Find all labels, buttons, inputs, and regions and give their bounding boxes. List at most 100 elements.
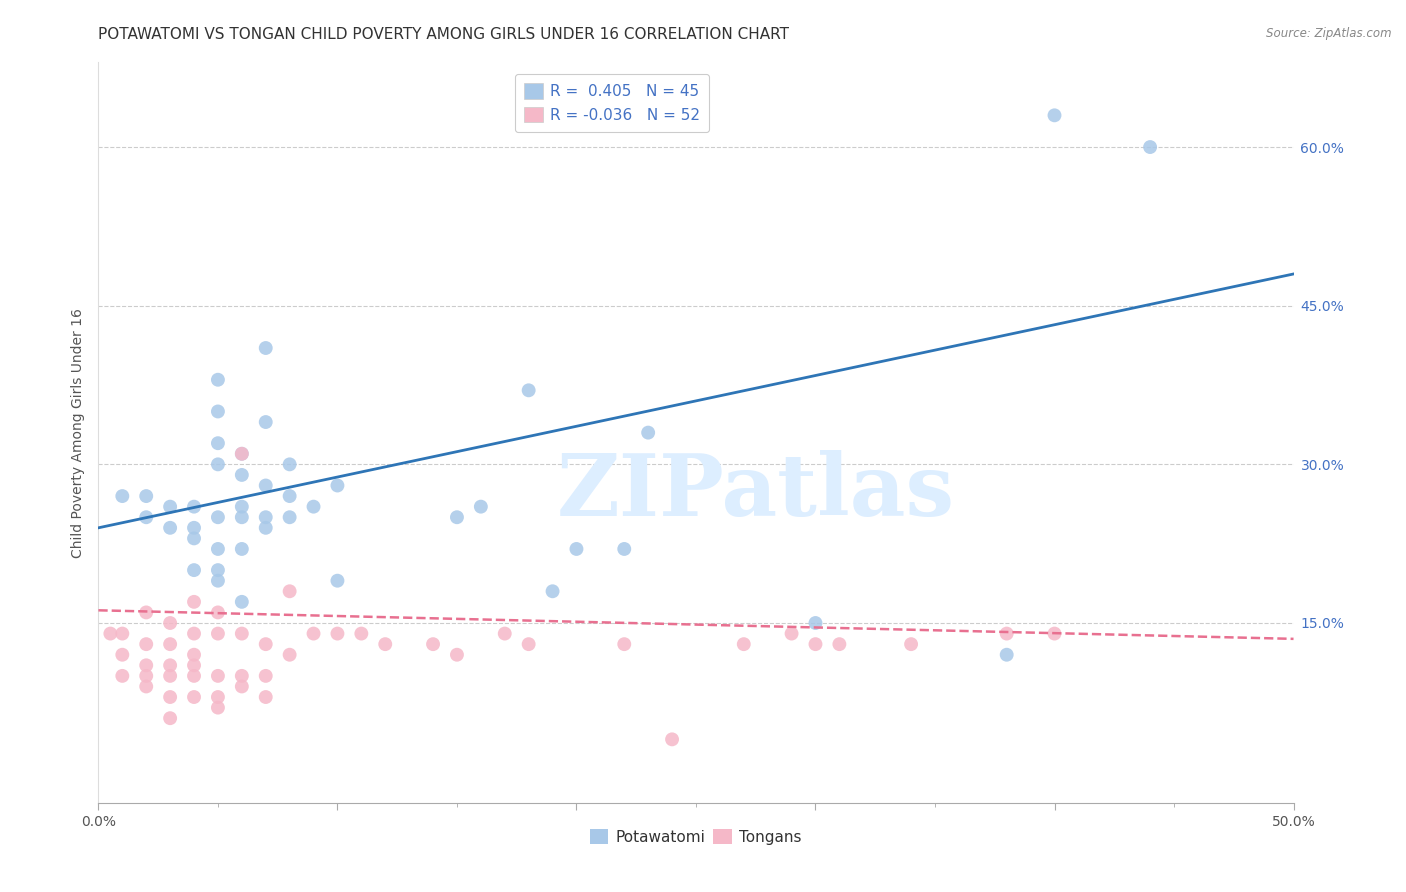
Text: ZIPatlas: ZIPatlas xyxy=(557,450,955,533)
Point xyxy=(470,500,492,514)
Point xyxy=(231,541,253,556)
Point xyxy=(231,447,253,461)
Point xyxy=(207,574,229,588)
Point xyxy=(183,563,205,577)
Point xyxy=(183,648,205,662)
Point xyxy=(254,669,277,683)
Point xyxy=(183,595,205,609)
Point xyxy=(541,584,564,599)
Point xyxy=(183,658,205,673)
Y-axis label: Child Poverty Among Girls Under 16: Child Poverty Among Girls Under 16 xyxy=(72,308,86,558)
Point xyxy=(446,648,468,662)
Point xyxy=(183,669,205,683)
Point xyxy=(278,489,301,503)
Point xyxy=(111,626,134,640)
Point xyxy=(565,541,588,556)
Point xyxy=(207,436,229,450)
Point xyxy=(183,532,205,546)
Point xyxy=(159,500,181,514)
Point xyxy=(135,510,157,524)
Point xyxy=(183,626,205,640)
Point xyxy=(207,541,229,556)
Point xyxy=(207,669,229,683)
Text: Source: ZipAtlas.com: Source: ZipAtlas.com xyxy=(1267,27,1392,40)
Point xyxy=(254,637,277,651)
Point xyxy=(446,510,468,524)
Point xyxy=(1043,626,1066,640)
Point xyxy=(159,658,181,673)
Point xyxy=(159,669,181,683)
Point xyxy=(159,711,181,725)
Point xyxy=(278,510,301,524)
Point xyxy=(350,626,373,640)
Point xyxy=(231,500,253,514)
Point xyxy=(1139,140,1161,154)
Point xyxy=(995,626,1018,640)
Point xyxy=(183,500,205,514)
Point xyxy=(828,637,851,651)
Point xyxy=(231,680,253,694)
Point xyxy=(111,648,134,662)
Point xyxy=(98,626,122,640)
Point xyxy=(517,384,540,398)
Point xyxy=(613,541,636,556)
Point xyxy=(183,690,205,704)
Point xyxy=(231,510,253,524)
Point xyxy=(254,478,277,492)
Point xyxy=(207,373,229,387)
Point xyxy=(326,574,349,588)
Point xyxy=(159,690,181,704)
Point xyxy=(254,690,277,704)
Point xyxy=(111,669,134,683)
Point xyxy=(613,637,636,651)
Point xyxy=(900,637,922,651)
Point xyxy=(159,615,181,630)
Point xyxy=(207,606,229,620)
Point xyxy=(207,510,229,524)
Text: POTAWATOMI VS TONGAN CHILD POVERTY AMONG GIRLS UNDER 16 CORRELATION CHART: POTAWATOMI VS TONGAN CHILD POVERTY AMONG… xyxy=(98,27,789,42)
Point xyxy=(278,648,301,662)
Point xyxy=(661,732,683,747)
Point xyxy=(135,669,157,683)
Point xyxy=(111,489,134,503)
Point xyxy=(278,584,301,599)
Point xyxy=(278,458,301,472)
Point xyxy=(1043,108,1066,122)
Point xyxy=(135,680,157,694)
Point xyxy=(135,658,157,673)
Point xyxy=(254,521,277,535)
Point xyxy=(374,637,396,651)
Point xyxy=(183,521,205,535)
Point xyxy=(733,637,755,651)
Point xyxy=(254,510,277,524)
Point xyxy=(494,626,516,640)
Point xyxy=(231,447,253,461)
Point xyxy=(995,648,1018,662)
Point xyxy=(135,606,157,620)
Point xyxy=(231,595,253,609)
Point xyxy=(254,341,277,355)
Point xyxy=(207,404,229,418)
Point xyxy=(207,700,229,714)
Point xyxy=(159,521,181,535)
Point xyxy=(804,615,827,630)
Point xyxy=(135,489,157,503)
Point xyxy=(517,637,540,651)
Point xyxy=(804,637,827,651)
Point xyxy=(135,637,157,651)
Point xyxy=(326,626,349,640)
Point xyxy=(637,425,659,440)
Legend: Potawatomi, Tongans: Potawatomi, Tongans xyxy=(583,822,808,851)
Point xyxy=(231,669,253,683)
Point xyxy=(231,626,253,640)
Point xyxy=(207,626,229,640)
Point xyxy=(207,690,229,704)
Point xyxy=(254,415,277,429)
Point xyxy=(302,500,325,514)
Point xyxy=(780,626,803,640)
Point xyxy=(302,626,325,640)
Point xyxy=(207,563,229,577)
Point xyxy=(422,637,444,651)
Point xyxy=(326,478,349,492)
Point xyxy=(231,467,253,482)
